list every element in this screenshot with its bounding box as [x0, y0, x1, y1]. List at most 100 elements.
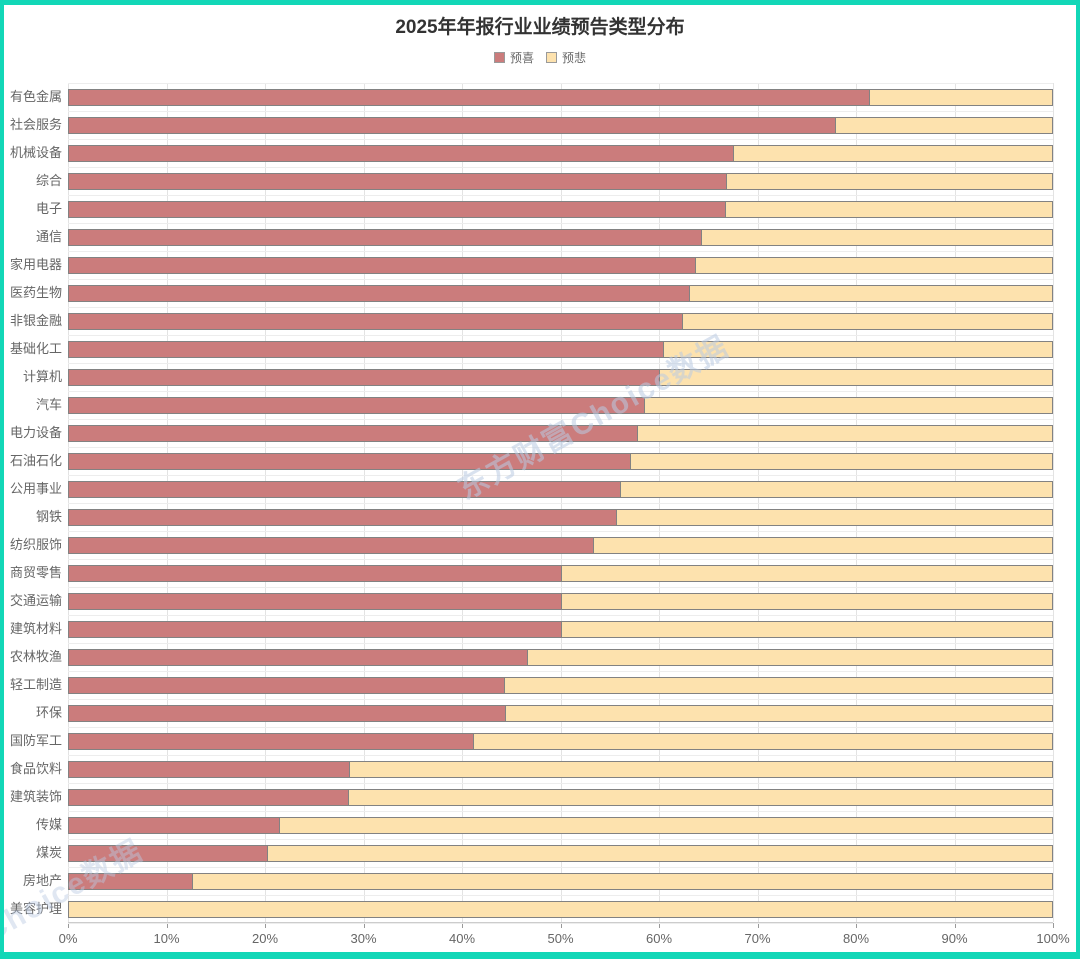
category-label: 钢铁 [35, 509, 62, 524]
x-tick [265, 923, 266, 928]
x-tick-label: 100% [1036, 931, 1070, 946]
category-label: 建筑材料 [9, 621, 62, 636]
category-label: 综合 [35, 173, 62, 188]
row-splitline [68, 167, 1053, 168]
category-label: 农林牧渔 [9, 649, 62, 664]
bar-segment-yuxi [69, 89, 871, 105]
bar-segment-yuxi [69, 593, 563, 609]
bar-segment-yuxi [69, 481, 622, 497]
x-tick-label: 50% [547, 931, 574, 946]
x-tick [560, 923, 562, 928]
row-splitline [68, 503, 1053, 504]
bar-row [68, 284, 1053, 302]
category-label: 石油石化 [9, 453, 62, 468]
bar-row [68, 172, 1053, 190]
x-tick-label: 40% [448, 931, 476, 946]
legend-swatch-yubei [546, 52, 557, 63]
bar-row [68, 760, 1053, 778]
row-splitline [68, 111, 1053, 112]
row-splitline [68, 83, 1053, 84]
category-label: 公用事业 [9, 481, 62, 496]
bar-segment-yuxi [69, 845, 268, 861]
bar-row [68, 648, 1053, 666]
category-label: 电子 [35, 201, 62, 216]
category-label: 非银金融 [9, 313, 62, 328]
bar-row [68, 88, 1053, 106]
row-splitline [68, 223, 1053, 224]
bar-row [68, 536, 1053, 554]
row-splitline [68, 335, 1053, 336]
row-splitline [68, 783, 1053, 784]
x-tick [363, 923, 365, 928]
x-tick [856, 923, 857, 928]
bar-row [68, 200, 1053, 218]
bar-row [68, 480, 1053, 498]
bar-segment-yuxi [69, 761, 351, 777]
bar-row [68, 452, 1053, 470]
row-splitline [68, 559, 1053, 560]
row-splitline [68, 867, 1053, 868]
category-label: 商贸零售 [9, 565, 62, 580]
category-label: 通信 [35, 229, 62, 244]
row-splitline [68, 699, 1053, 700]
row-splitline [68, 839, 1053, 840]
bar-segment-yuxi [69, 313, 684, 329]
row-splitline [68, 671, 1053, 672]
bar-segment-yuxi [69, 789, 350, 805]
x-tick-label: 60% [645, 931, 673, 946]
category-label: 煤炭 [35, 845, 62, 860]
row-splitline [68, 615, 1053, 616]
x-tick [166, 923, 168, 928]
x-gridline [560, 83, 562, 922]
x-gridline [166, 83, 168, 922]
category-label: 轻工制造 [9, 677, 62, 692]
category-label: 纺织服饰 [9, 537, 62, 552]
x-tick-label: 10% [153, 931, 180, 946]
row-splitline [68, 895, 1053, 896]
row-splitline [68, 531, 1053, 532]
bar-row [68, 704, 1053, 722]
category-label: 环保 [35, 705, 62, 720]
row-splitline [68, 923, 1053, 924]
bar-row [68, 592, 1053, 610]
category-label: 医药生物 [9, 285, 62, 300]
bar-row [68, 116, 1053, 134]
x-tick [659, 923, 660, 928]
x-gridline [757, 83, 759, 922]
bar-row [68, 144, 1053, 162]
row-splitline [68, 279, 1053, 280]
legend-label-yuxi: 预喜 [509, 51, 534, 65]
bar-segment-yuxi [69, 817, 281, 833]
row-splitline [68, 727, 1053, 728]
category-label: 机械设备 [9, 145, 62, 160]
bar-segment-yuxi [69, 425, 639, 441]
x-gridline [954, 83, 956, 922]
x-gridline [68, 83, 69, 922]
x-gridline [659, 83, 660, 922]
bar-segment-yuxi [69, 145, 734, 161]
bar-segment-yuxi [69, 173, 727, 189]
legend: 预喜 预悲 [4, 49, 1076, 66]
bar-segment-yuxi [69, 285, 691, 301]
bar-row [68, 816, 1053, 834]
bar-row [68, 844, 1053, 862]
x-tick [757, 923, 759, 928]
row-splitline [68, 363, 1053, 364]
row-splitline [68, 755, 1053, 756]
bar-segment-yuxi [69, 257, 697, 273]
bar-row [68, 396, 1053, 414]
bar-segment-yuxi [69, 341, 664, 357]
category-label: 汽车 [35, 397, 62, 412]
bar-row [68, 732, 1053, 750]
category-label: 国防军工 [9, 733, 62, 748]
x-tick-label: 0% [58, 931, 78, 946]
bar-segment-yuxi [69, 397, 646, 413]
row-splitline [68, 251, 1053, 252]
category-label: 社会服务 [9, 117, 62, 132]
x-tick [462, 923, 463, 928]
row-splitline [68, 307, 1053, 308]
bar-segment-yuxi [69, 369, 660, 385]
category-label: 食品饮料 [9, 761, 62, 776]
bar-row [68, 256, 1053, 274]
